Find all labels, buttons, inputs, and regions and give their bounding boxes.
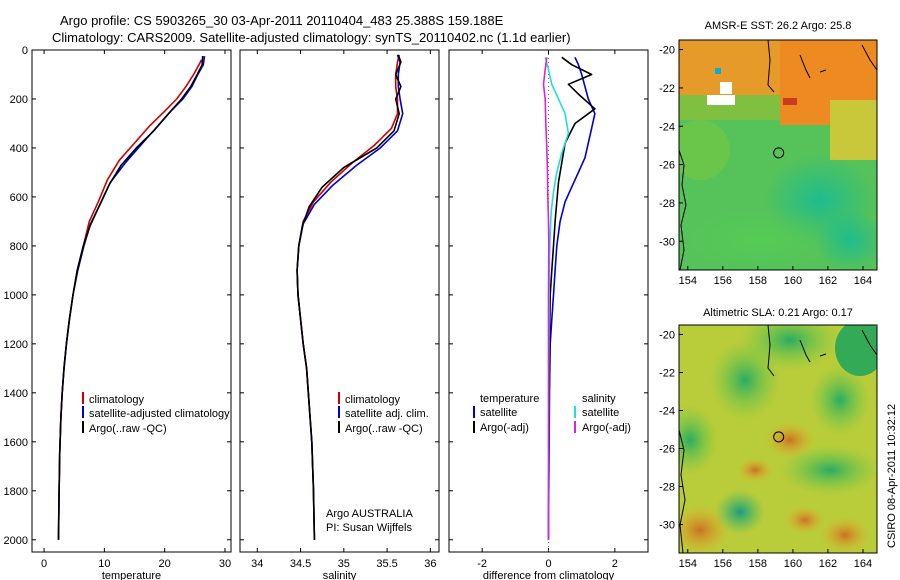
profile-marker	[773, 147, 785, 159]
series-line-satellite-adjusted-climatology	[57, 55, 206, 540]
y-tick-label: -26	[659, 160, 675, 172]
x-tick-label: 164	[854, 558, 872, 570]
y-tick-label: 800	[10, 241, 28, 253]
legend-header-temperature: temperature	[480, 393, 539, 405]
x-tick-label: 162	[819, 558, 837, 570]
x-tick-label: 0	[545, 558, 551, 570]
x-tick-label: 0	[41, 558, 47, 570]
salinity-panel: 34 34.5 35 35.5 36 salinity	[239, 49, 440, 580]
sla-map-axes: 154 156 158 160 162 164 -20 -22 -24 -26 -28 -30	[659, 330, 872, 571]
y-tick-label: 400	[10, 143, 28, 155]
y-tick-label: 1200	[4, 339, 28, 351]
y-tick-label: 600	[10, 192, 28, 204]
difference-x-axis-label: difference from climatology	[483, 570, 615, 580]
profile-marker	[773, 431, 785, 443]
sst-map-axes: 154 156 158 160 162 164 -20 -22 -24 -26 -28 -30	[659, 45, 872, 287]
y-tick-label: -26	[659, 444, 675, 456]
x-tick-label: 154	[679, 275, 697, 287]
legend-label-climatology: climatology	[345, 394, 401, 406]
legend-header-salinity: salinity	[582, 393, 616, 405]
x-tick-label: 156	[714, 558, 732, 570]
series-line-temperature-argo-adj	[547, 56, 596, 540]
x-tick-label: 34.5	[290, 558, 311, 570]
y-tick-label: -28	[659, 482, 675, 494]
sla-map-title: Altimetric SLA: 0.21 Argo: 0.17	[703, 307, 853, 319]
legend-label-sal-argo: Argo(-adj)	[582, 422, 631, 434]
salinity-x-axis-label: salinity	[323, 570, 357, 580]
sst-map-frame	[678, 39, 878, 271]
y-tick-label: -22	[659, 83, 675, 95]
y-tick-label: 200	[10, 94, 28, 106]
temperature-panel: 0 200 400 600 800 1000 1200 1400 1600 1800 2000 0 10…	[4, 45, 232, 580]
difference-legend: temperature satellite Argo(-adj) salinit…	[473, 393, 631, 434]
figure-title-line1: Argo profile: CS 5903265_30 03-Apr-2011 …	[60, 13, 504, 28]
temperature-plot-frame	[31, 49, 232, 553]
salinity-legend: climatology satellite adj. clim. Argo(..…	[326, 392, 429, 534]
x-tick-label: 158	[749, 275, 767, 287]
x-tick-label: 34	[251, 558, 263, 570]
salinity-plot-frame	[239, 49, 440, 553]
annotation-argo-australia: Argo AUSTRALIA	[326, 508, 413, 520]
y-tick-label: -24	[659, 121, 675, 133]
reef-outline	[767, 40, 877, 93]
sst-map: AMSR-E SST: 26.2 Argo: 25.8 154 156 158 160…	[659, 20, 878, 287]
legend-label-sal-satellite: satellite	[582, 407, 619, 419]
x-tick-label: 2	[612, 558, 618, 570]
x-tick-label: 156	[714, 275, 732, 287]
legend-label-temp-argo: Argo(-adj)	[480, 422, 529, 434]
y-tick-label: 2000	[4, 535, 28, 547]
y-tick-label: -24	[659, 406, 675, 418]
legend-label-argo: Argo(..raw -QC)	[345, 423, 423, 435]
x-tick-label: 30	[219, 558, 231, 570]
x-tick-label: 20	[159, 558, 171, 570]
y-tick-label: 1800	[4, 486, 28, 498]
coastline	[679, 429, 686, 553]
sla-map: Altimetric SLA: 0.21 Argo: 0.17 154 156 15…	[659, 307, 878, 571]
y-tick-label: -20	[659, 45, 675, 57]
y-tick-label: -30	[659, 520, 675, 532]
x-tick-label: 35.5	[376, 558, 397, 570]
legend-label-satellite: satellite adj. clim.	[345, 408, 429, 420]
y-tick-label: 1400	[4, 388, 28, 400]
legend-label-argo: Argo(..raw -QC)	[89, 423, 167, 435]
series-line-salinity-argo-adj	[542, 57, 550, 540]
y-tick-label: -28	[659, 198, 675, 210]
x-tick-label: 10	[98, 558, 110, 570]
x-tick-label: -2	[477, 558, 487, 570]
series-line-argo-raw-qc	[296, 54, 402, 540]
temperature-x-axis-label: temperature	[102, 570, 161, 580]
x-tick-label: 35	[338, 558, 350, 570]
x-tick-label: 162	[819, 275, 837, 287]
y-tick-label: -30	[659, 236, 675, 248]
figure-title-line2: Climatology: CARS2009. Satellite-adjuste…	[52, 30, 571, 45]
legend-label-climatology: climatology	[89, 394, 145, 406]
annotation-pi: PI: Susan Wijffels	[326, 522, 412, 534]
x-tick-label: 36	[424, 558, 436, 570]
y-tick-label: 0	[22, 45, 28, 57]
coastline	[679, 149, 687, 270]
timestamp-stamp: CSIRO 08-Apr-2011 10:32:12	[886, 404, 898, 548]
legend-label-satellite: satellite-adjusted climatology	[89, 408, 230, 420]
x-tick-label: 160	[784, 275, 802, 287]
temperature-legend: climatology satellite-adjusted climatolo…	[82, 392, 230, 435]
y-tick-label: 1000	[4, 290, 28, 302]
y-tick-label: -22	[659, 368, 675, 380]
x-tick-label: 158	[749, 558, 767, 570]
x-tick-label: 164	[854, 275, 872, 287]
y-tick-label: -20	[659, 330, 675, 342]
reef-outline	[767, 325, 877, 377]
sla-map-frame	[678, 324, 878, 554]
y-tick-label: 1600	[4, 437, 28, 449]
sst-map-title: AMSR-E SST: 26.2 Argo: 25.8	[705, 20, 852, 32]
x-tick-label: 154	[679, 558, 697, 570]
series-line-argo-raw-qc	[57, 56, 204, 540]
x-tick-label: 160	[784, 558, 802, 570]
legend-label-temp-satellite: satellite	[480, 407, 517, 419]
series-line-climatology	[57, 59, 203, 540]
